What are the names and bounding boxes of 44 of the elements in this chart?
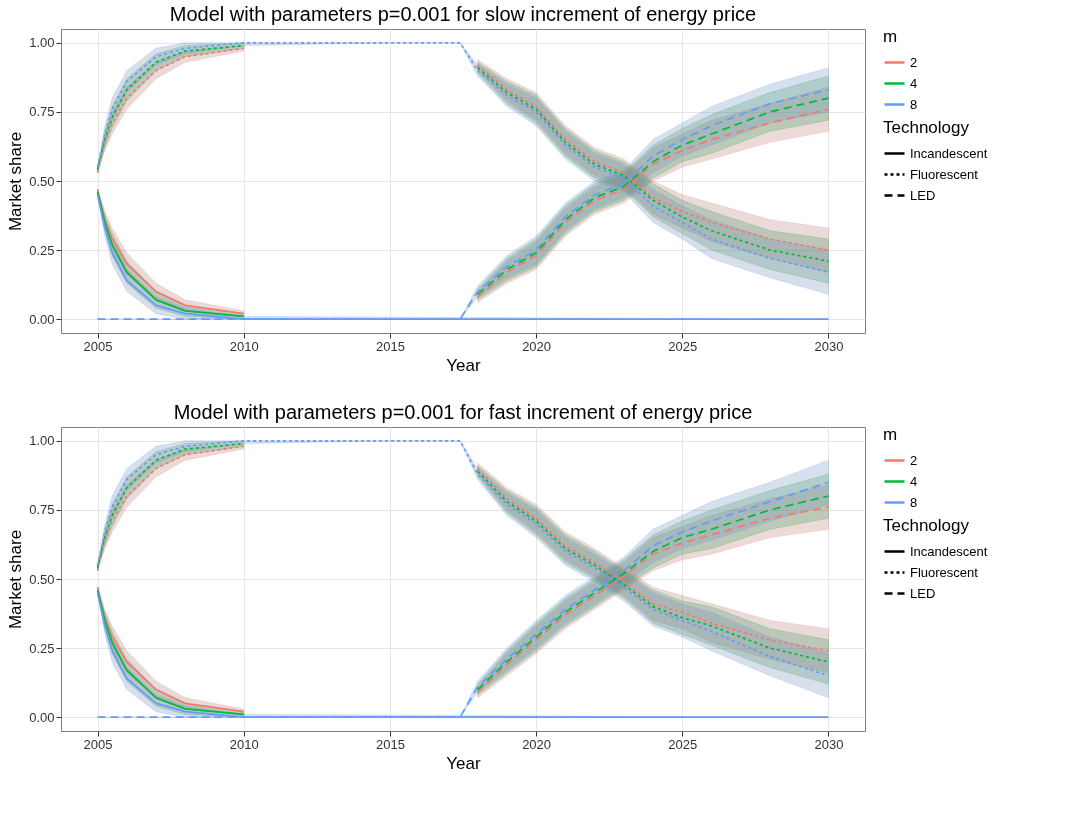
legend-label: 2	[910, 452, 918, 468]
legend-label: 4	[910, 473, 918, 489]
chart-title: Model with parameters p=0.001 for fast increment of energy price	[173, 401, 753, 423]
text: Technology	[883, 516, 970, 535]
x-tick-label: 2020	[522, 736, 552, 752]
y-tick-label: 1.00	[29, 433, 55, 449]
text: Technology	[883, 118, 970, 137]
y-tick-label: 0.25	[29, 242, 55, 258]
y-axis-title: Market share	[6, 529, 26, 630]
x-axis-title: Year	[446, 355, 482, 375]
legend-label: 8	[910, 494, 918, 510]
y-tick-label: 0.75	[29, 104, 55, 120]
text: LED	[910, 585, 936, 601]
text: Fluorescent	[910, 564, 979, 580]
x-tick-label: 2005	[83, 736, 113, 752]
x-tick-label: 2015	[375, 736, 405, 752]
legend-title: m	[883, 425, 898, 444]
legend-label: 2	[910, 54, 918, 70]
y-tick-label: 0.50	[29, 173, 55, 189]
x-tick-label: 2010	[229, 338, 259, 354]
text: Incandescent	[910, 145, 988, 161]
x-tick-label: 2005	[83, 338, 113, 354]
x-tick-label: 2015	[375, 338, 405, 354]
chart-title: Model with parameters p=0.001 for slow increment of energy price	[169, 3, 757, 25]
x-tick-label: 2025	[668, 338, 698, 354]
y-tick-label: 1.00	[29, 35, 55, 51]
text: Incandescent	[910, 543, 988, 559]
x-axis-title: Year	[446, 753, 482, 773]
x-tick-label: 2030	[814, 736, 844, 752]
y-tick-label: 0.50	[29, 571, 55, 587]
legend-label: 4	[910, 75, 918, 91]
y-tick-label: 0.00	[29, 311, 55, 327]
y-axis-title: Market share	[6, 131, 26, 232]
x-tick-label: 2025	[668, 736, 698, 752]
y-tick-label: 0.25	[29, 640, 55, 656]
y-tick-label: 0.00	[29, 709, 55, 725]
x-tick-label: 2020	[522, 338, 552, 354]
legend-title: m	[883, 27, 898, 46]
legend-label: 8	[910, 96, 918, 112]
y-tick-label: 0.75	[29, 502, 55, 518]
text: Fluorescent	[910, 166, 979, 182]
text: LED	[910, 187, 936, 203]
x-tick-label: 2030	[814, 338, 844, 354]
x-tick-label: 2010	[229, 736, 259, 752]
